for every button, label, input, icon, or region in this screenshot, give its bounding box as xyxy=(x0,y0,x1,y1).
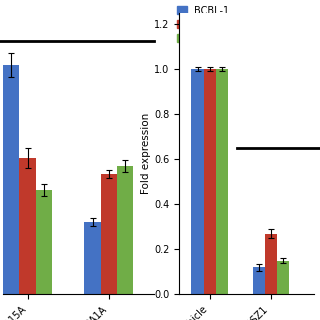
Bar xyxy=(216,69,228,294)
Bar xyxy=(36,190,52,294)
Bar xyxy=(84,222,101,294)
Bar xyxy=(20,158,36,294)
Text: B: B xyxy=(172,0,186,2)
Bar xyxy=(3,65,20,294)
Bar xyxy=(101,174,117,294)
Bar xyxy=(265,234,277,294)
Bar xyxy=(204,69,216,294)
Bar xyxy=(252,268,265,294)
Bar xyxy=(191,69,204,294)
Bar xyxy=(277,260,289,294)
Y-axis label: Fold expression: Fold expression xyxy=(141,113,151,194)
Bar xyxy=(117,166,133,294)
Legend: BCBL-1, BC-1, BCP-1: BCBL-1, BC-1, BCP-1 xyxy=(175,4,231,45)
